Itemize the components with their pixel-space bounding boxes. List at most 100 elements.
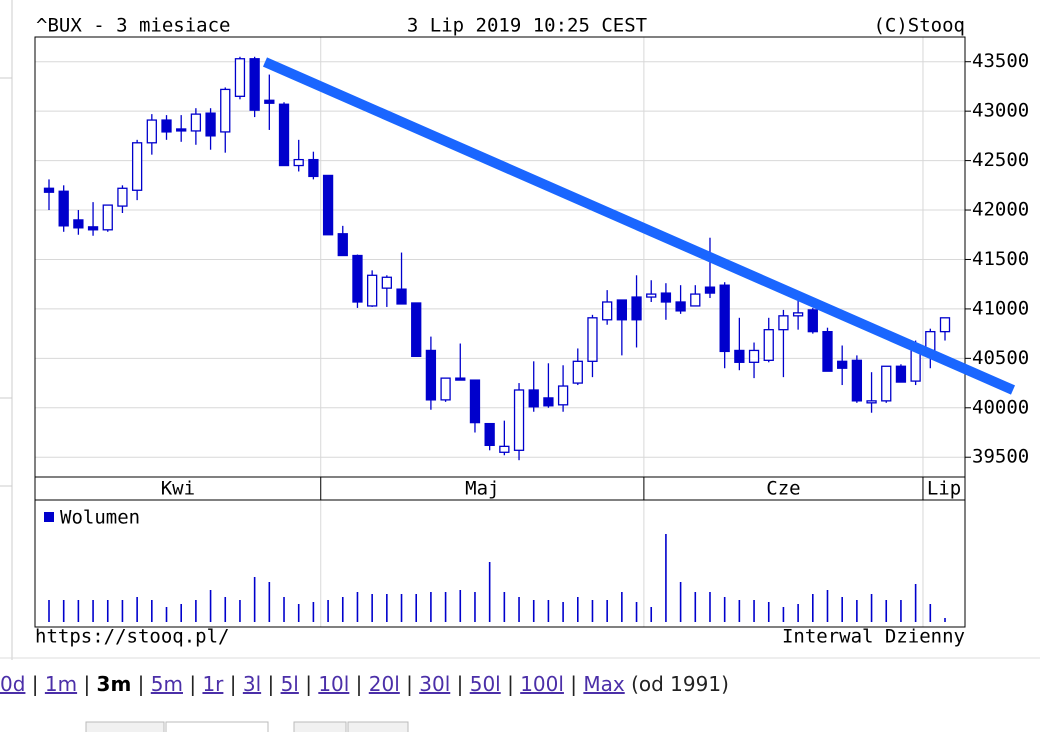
candle-body: [322, 174, 334, 236]
period-link[interactable]: 30l: [419, 672, 451, 696]
candle-body: [704, 286, 716, 294]
candle-body: [646, 293, 657, 298]
form-control[interactable]: [85, 721, 165, 732]
candle-body: [43, 187, 55, 193]
candle-body: [352, 254, 363, 303]
candle-body: [484, 422, 495, 447]
candle-body: [660, 292, 672, 303]
candle-body: [381, 276, 392, 289]
candle-body: [366, 274, 378, 307]
y-tick-label: 43000: [972, 100, 1029, 122]
candle-body: [308, 158, 319, 178]
candle-body: [161, 119, 172, 133]
candle-body: [837, 360, 848, 369]
period-link[interactable]: 5l: [280, 672, 299, 696]
candle-body: [396, 288, 407, 305]
candle-body: [602, 301, 613, 321]
period-link[interactable]: 3l: [242, 672, 262, 696]
candle-body: [719, 284, 730, 353]
date-title: 3 Lip 2019 10:25 CEST: [407, 15, 647, 37]
candle-body: [102, 204, 113, 231]
candle-body: [440, 377, 451, 401]
candle-body: [58, 190, 69, 227]
candle-body: [866, 400, 877, 404]
candle-body: [734, 349, 745, 363]
candle-body: [557, 385, 569, 406]
candle-body: [264, 99, 275, 104]
y-tick-label: 42000: [972, 199, 1029, 221]
candle-body: [249, 58, 260, 111]
period-current: 3m: [96, 672, 132, 696]
period-link[interactable]: 5m: [150, 672, 183, 696]
candle-body: [792, 312, 804, 317]
candle-body: [851, 359, 863, 402]
candle-body: [895, 365, 907, 383]
form-control[interactable]: [347, 721, 409, 732]
form-control[interactable]: [165, 721, 269, 732]
separator: |: [77, 672, 97, 696]
separator: |: [563, 672, 584, 696]
candle-body: [73, 219, 84, 229]
candle-body: [513, 389, 525, 451]
footer-interval: Interwal Dzienny: [782, 626, 965, 648]
candle-body: [939, 317, 951, 333]
candle-body: [499, 445, 510, 453]
candle-body: [117, 187, 128, 207]
candle-body: [543, 397, 554, 407]
candle-body: [87, 226, 99, 231]
separator: |: [500, 672, 521, 696]
candle-body: [763, 329, 774, 361]
copyright: (C)Stooq: [873, 15, 965, 37]
separator: |: [349, 672, 369, 696]
candle-body: [146, 119, 157, 144]
period-link[interactable]: 50l: [469, 672, 501, 696]
candle-body: [278, 103, 290, 167]
month-label: Cze: [766, 478, 800, 500]
footer-url: https://stooq.pl/: [35, 626, 229, 648]
candle-body: [455, 377, 466, 381]
candle-body: [631, 296, 642, 321]
y-tick-label: 43500: [972, 50, 1029, 72]
volume-frame: [34, 499, 966, 628]
candle-body: [469, 379, 481, 424]
period-link[interactable]: 1r: [202, 672, 224, 696]
separator: |: [450, 672, 470, 696]
candle-body: [190, 113, 202, 132]
candle-body: [337, 233, 348, 257]
separator: |: [182, 672, 203, 696]
month-label: Lip: [927, 478, 961, 500]
candle-body: [616, 299, 628, 321]
symbol-title: ^BUX - 3 miesiace: [36, 15, 230, 37]
candle-body: [778, 315, 789, 331]
period-link[interactable]: 0d: [0, 672, 26, 696]
candle-body: [748, 349, 760, 363]
candle-body: [220, 88, 231, 133]
candle-body: [425, 349, 437, 401]
period-link[interactable]: 20l: [368, 672, 400, 696]
candle-body: [411, 302, 422, 358]
candle-body: [881, 365, 892, 402]
legend-label: Wolumen: [60, 507, 140, 529]
y-tick-label: 41000: [972, 297, 1029, 319]
period-links: 0d | 1m | 3m | 5m | 1r | 3l | 5l | 10l |…: [0, 672, 729, 696]
legend-swatch: [44, 512, 54, 522]
period-link[interactable]: Max: [583, 672, 625, 696]
candle-body: [675, 301, 686, 312]
trend-line: [262, 57, 1016, 395]
period-link[interactable]: 10l: [318, 672, 350, 696]
candle-body: [572, 360, 583, 384]
form-control[interactable]: [293, 721, 347, 732]
period-link[interactable]: 100l: [520, 672, 564, 696]
candle-body: [822, 331, 833, 372]
y-tick-label: 42500: [972, 149, 1029, 171]
separator: |: [25, 672, 45, 696]
separator: |: [399, 672, 420, 696]
y-tick-label: 40500: [972, 347, 1029, 369]
period-link[interactable]: 1m: [44, 672, 78, 696]
candle-body: [131, 142, 143, 191]
y-tick-label: 39500: [972, 446, 1029, 468]
candle-body: [690, 293, 701, 307]
candle-body: [205, 112, 216, 137]
